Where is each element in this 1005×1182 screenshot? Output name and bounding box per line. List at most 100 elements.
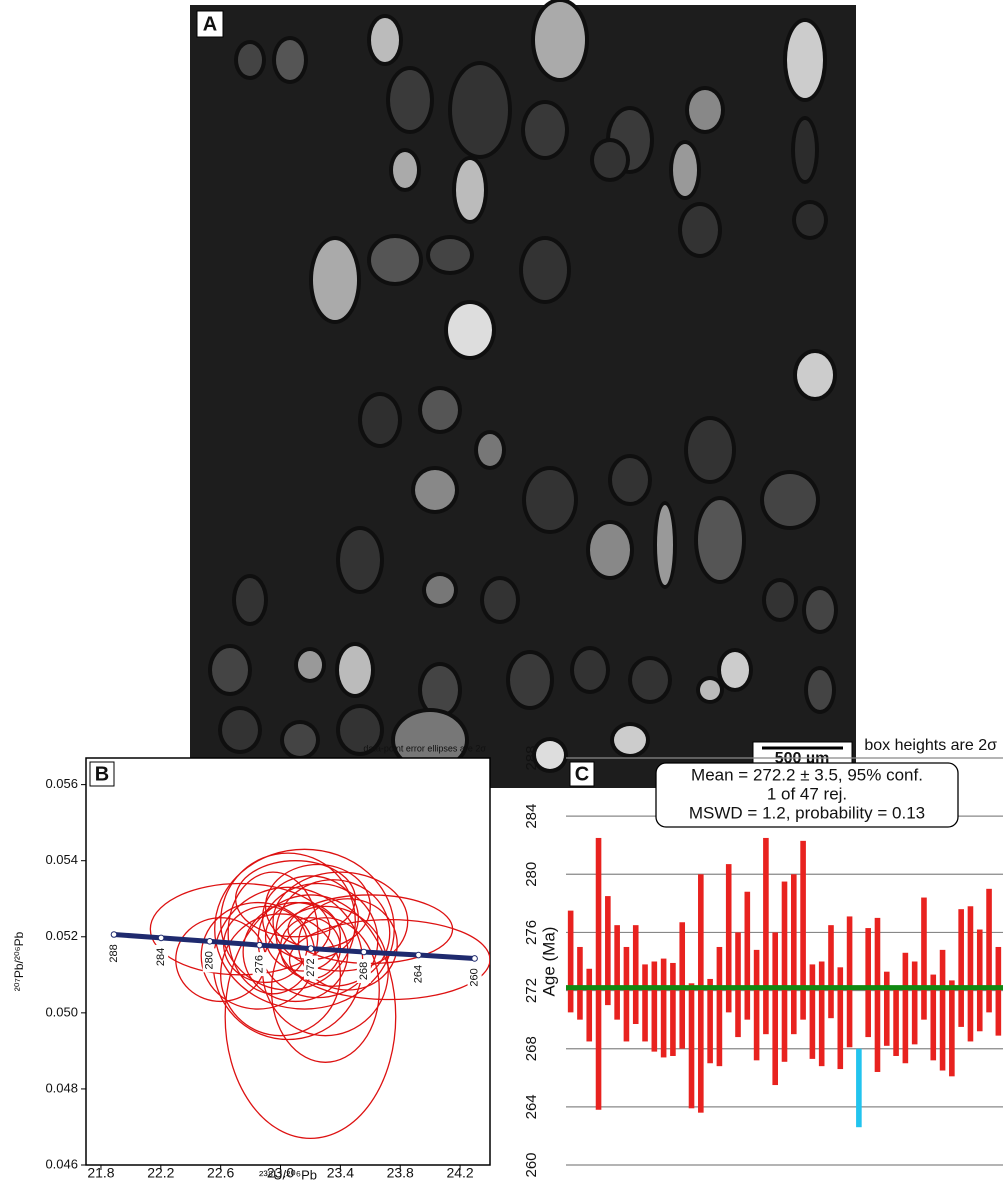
age-bar [698, 874, 704, 1113]
age-bar [605, 896, 611, 1006]
age-label: 288 [108, 944, 120, 962]
grain [594, 142, 626, 178]
chart-title: box heights are 2σ [864, 737, 997, 754]
grain [808, 670, 832, 710]
error-ellipse [275, 879, 391, 987]
annotation: Mean = 272.2 ± 3.5, 95% conf. [691, 765, 923, 784]
grain [795, 120, 815, 180]
grain [526, 470, 574, 530]
grain [525, 104, 565, 156]
age-bar [781, 881, 788, 1062]
grain [340, 530, 380, 590]
age-bar [893, 986, 899, 1056]
age-marker [110, 931, 118, 938]
age-bar [725, 864, 732, 1013]
age-label: 280 [204, 951, 216, 969]
age-marker [256, 941, 263, 949]
grain [362, 396, 398, 444]
grain [276, 40, 304, 80]
x-tick-label: 21.8 [87, 1165, 114, 1181]
x-tick-label: 23.0 [267, 1165, 294, 1181]
age-bar [763, 837, 769, 1035]
age-bar [790, 874, 797, 1035]
annotation-box [655, 762, 959, 828]
grain [689, 90, 721, 130]
error-ellipse [234, 860, 356, 938]
grain [298, 651, 322, 679]
concordia-curve [113, 931, 475, 961]
x-tick-label: 22.6 [207, 1165, 234, 1181]
grain [657, 505, 673, 585]
grain [764, 474, 816, 526]
y-tick-label: 284 [523, 804, 540, 829]
y-axis-label: Age (Ma) [539, 927, 558, 997]
age-bar [995, 946, 1002, 1036]
grain [673, 144, 697, 196]
age-bar [949, 980, 955, 1077]
grain [371, 18, 399, 62]
age-bar [744, 891, 751, 1020]
error-ellipse [220, 913, 342, 1037]
grain [632, 660, 668, 700]
error-ellipse [264, 901, 342, 972]
error-ellipse [227, 871, 319, 995]
age-bar [883, 971, 890, 1046]
x-tick-label: 23.8 [387, 1165, 414, 1181]
age-label-bg [411, 962, 426, 987]
plot-frame [85, 757, 491, 1166]
grain [796, 204, 824, 236]
y-tick-label: 288 [523, 745, 540, 770]
grain [222, 710, 258, 750]
note: data-point error ellipses are 2σ [363, 743, 486, 753]
age-bar [651, 961, 658, 1052]
y-tick-label: 0.054 [45, 852, 78, 867]
age-label: 272 [305, 958, 317, 976]
age-bar [902, 952, 909, 1064]
age-label-bg [252, 952, 267, 977]
grain [721, 652, 749, 688]
age-bar [595, 837, 602, 1110]
y-tick-label: 0.046 [45, 1156, 78, 1171]
panel-label: A [203, 13, 217, 35]
grain [313, 240, 357, 320]
y-tick-label: 260 [523, 1152, 540, 1177]
grain [422, 390, 458, 430]
x-tick-label: 23.4 [327, 1165, 354, 1181]
grain [523, 240, 567, 300]
age-bar [670, 962, 676, 1056]
grain [797, 353, 833, 397]
grain [393, 152, 417, 188]
age-bar [976, 929, 983, 1032]
age-bar [930, 974, 937, 1061]
grain [688, 420, 732, 480]
grain [448, 304, 492, 356]
error-ellipse [272, 871, 409, 972]
grain [340, 708, 380, 752]
grain [682, 206, 718, 254]
grain [700, 680, 720, 700]
age-marker [471, 955, 478, 962]
grain [456, 160, 484, 220]
grain [422, 666, 458, 714]
age-label-bg [154, 944, 169, 969]
age-bar [800, 840, 806, 1020]
age-bar [911, 961, 918, 1045]
x-tick-label: 22.2 [147, 1165, 174, 1181]
age-label-bg [467, 965, 482, 990]
age-bar [642, 964, 648, 1042]
age-bar [688, 983, 695, 1109]
grain [212, 648, 248, 692]
grain [236, 578, 264, 622]
age-bar [614, 925, 620, 1020]
grain [536, 741, 564, 769]
y-tick-label: 276 [523, 920, 540, 945]
age-marker [206, 938, 214, 945]
age-bar [986, 888, 992, 1013]
y-tick-label: 0.048 [45, 1080, 78, 1095]
grain [238, 44, 262, 76]
y-tick-label: 272 [523, 978, 540, 1003]
age-bar [874, 917, 881, 1072]
age-bar [716, 946, 723, 1067]
